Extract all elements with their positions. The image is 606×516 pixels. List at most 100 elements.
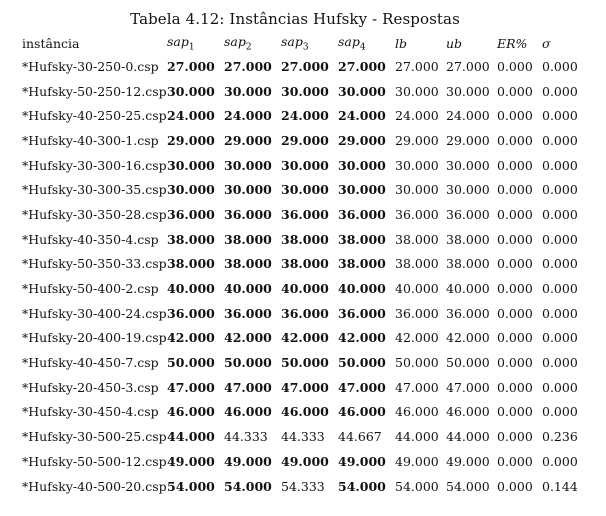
- value-cell: 38.000: [224, 256, 272, 272]
- value-cell: 24.000: [224, 108, 272, 124]
- value-cell: 36.000: [395, 206, 439, 222]
- value-cell: 29.000: [167, 132, 215, 148]
- value-cell: 0.000: [497, 206, 533, 222]
- value-cell: 50.000: [224, 355, 272, 371]
- value-cell: 30.000: [281, 83, 329, 99]
- value-cell: 0.000: [497, 83, 533, 99]
- value-cell: 27.000: [281, 58, 329, 74]
- value-cell: 47.000: [446, 379, 490, 395]
- value-cell: 29.000: [224, 132, 272, 148]
- value-cell: 0.000: [542, 182, 578, 198]
- table-row: *Hufsky-50-500-12.csp 49.000 49.000 49.000 4…: [22, 449, 582, 474]
- value-cell: 38.000: [395, 256, 439, 272]
- instance-name-cell: *Hufsky-30-300-35.csp: [22, 182, 167, 198]
- table-row: *Hufsky-30-400-24.csp 36.000 36.000 36.000 3…: [22, 301, 582, 326]
- value-cell: 40.000: [167, 281, 215, 297]
- table-row: *Hufsky-50-250-12.csp 30.000 30.000 30.000 3…: [22, 79, 582, 104]
- value-cell: 0.000: [542, 206, 578, 222]
- value-cell: 36.000: [224, 305, 272, 321]
- value-cell: 40.000: [395, 281, 439, 297]
- value-cell: 50.000: [395, 355, 439, 371]
- value-cell: 30.000: [395, 182, 439, 198]
- value-cell: 24.000: [167, 108, 215, 124]
- value-cell: 0.000: [542, 108, 578, 124]
- value-cell: 0.000: [542, 58, 578, 74]
- value-cell: 49.000: [446, 453, 490, 469]
- value-cell: 49.000: [167, 453, 215, 469]
- value-cell: 30.000: [281, 157, 329, 173]
- value-cell: 24.000: [446, 108, 490, 124]
- table-row: *Hufsky-50-400-2.csp 40.000 40.000 40.000 40…: [22, 276, 582, 301]
- column-header-label: lb: [395, 35, 407, 51]
- value-cell: 38.000: [446, 231, 490, 247]
- value-cell: 30.000: [338, 83, 386, 99]
- value-cell: 44.000: [167, 429, 215, 445]
- value-cell: 0.000: [497, 478, 533, 494]
- instance-name-cell: *Hufsky-40-300-1.csp: [22, 132, 159, 148]
- value-cell: 44.333: [281, 429, 325, 445]
- value-cell: 30.000: [224, 83, 272, 99]
- table-row: *Hufsky-30-250-0.csp 27.000 27.000 27.000 27…: [22, 54, 582, 79]
- instance-name-cell: *Hufsky-50-350-33.csp: [22, 256, 167, 272]
- value-cell: 36.000: [338, 206, 386, 222]
- table-header: instância sap1 sap2 sap3 sap4 lb ub ER% σ: [22, 32, 582, 54]
- value-cell: 36.000: [167, 206, 215, 222]
- value-cell: 38.000: [446, 256, 490, 272]
- value-cell: 44.000: [446, 429, 490, 445]
- column-header: sap4: [338, 32, 395, 54]
- column-header: sap2: [224, 32, 281, 54]
- value-cell: 0.000: [542, 256, 578, 272]
- value-cell: 0.000: [542, 132, 578, 148]
- value-cell: 27.000: [446, 58, 490, 74]
- value-cell: 0.000: [497, 404, 533, 420]
- instance-name-cell: *Hufsky-30-400-24.csp: [22, 305, 167, 321]
- value-cell: 38.000: [395, 231, 439, 247]
- column-header: sap1: [167, 32, 224, 54]
- table-row: *Hufsky-40-250-25.csp 24.000 24.000 24.000 2…: [22, 103, 582, 128]
- table-row: *Hufsky-30-450-4.csp 46.000 46.000 46.000 46…: [22, 400, 582, 425]
- column-header-subscript: 3: [302, 42, 309, 53]
- table-row: *Hufsky-20-450-3.csp 47.000 47.000 47.000 47…: [22, 375, 582, 400]
- instance-name-cell: *Hufsky-40-350-4.csp: [22, 231, 159, 247]
- value-cell: 30.000: [446, 157, 490, 173]
- value-cell: 0.000: [542, 305, 578, 321]
- value-cell: 30.000: [167, 182, 215, 198]
- column-header-label: sap: [224, 33, 246, 49]
- value-cell: 46.000: [395, 404, 439, 420]
- value-cell: 24.000: [395, 108, 439, 124]
- column-header-label: ER%: [497, 35, 528, 51]
- value-cell: 36.000: [224, 206, 272, 222]
- value-cell: 24.000: [281, 108, 329, 124]
- value-cell: 0.000: [542, 231, 578, 247]
- column-header-label: ub: [446, 35, 463, 51]
- value-cell: 0.000: [497, 182, 533, 198]
- value-cell: 54.000: [224, 478, 272, 494]
- table-row: *Hufsky-30-500-25.csp 44.000 44.333 44.333 4…: [22, 424, 582, 449]
- value-cell: 36.000: [167, 305, 215, 321]
- table-row: *Hufsky-20-400-19.csp 42.000 42.000 42.000 4…: [22, 326, 582, 351]
- value-cell: 0.000: [497, 157, 533, 173]
- value-cell: 40.000: [446, 281, 490, 297]
- value-cell: 0.000: [497, 379, 533, 395]
- value-cell: 50.000: [281, 355, 329, 371]
- value-cell: 27.000: [224, 58, 272, 74]
- instance-name-cell: *Hufsky-40-450-7.csp: [22, 355, 159, 371]
- value-cell: 49.000: [395, 453, 439, 469]
- value-cell: 44.667: [338, 429, 382, 445]
- value-cell: 36.000: [446, 206, 490, 222]
- value-cell: 38.000: [338, 231, 386, 247]
- value-cell: 38.000: [167, 231, 215, 247]
- instance-name-cell: *Hufsky-40-250-25.csp: [22, 108, 167, 124]
- value-cell: 30.000: [446, 83, 490, 99]
- value-cell: 27.000: [167, 58, 215, 74]
- value-cell: 38.000: [167, 256, 215, 272]
- column-header: instância: [22, 32, 167, 54]
- value-cell: 0.000: [542, 157, 578, 173]
- table-row: *Hufsky-40-300-1.csp 29.000 29.000 29.000 29…: [22, 128, 582, 153]
- value-cell: 46.000: [338, 404, 386, 420]
- value-cell: 49.000: [281, 453, 329, 469]
- instance-name-cell: *Hufsky-20-450-3.csp: [22, 379, 159, 395]
- column-header: ub: [446, 32, 497, 54]
- value-cell: 30.000: [395, 157, 439, 173]
- column-header: ER%: [497, 32, 542, 54]
